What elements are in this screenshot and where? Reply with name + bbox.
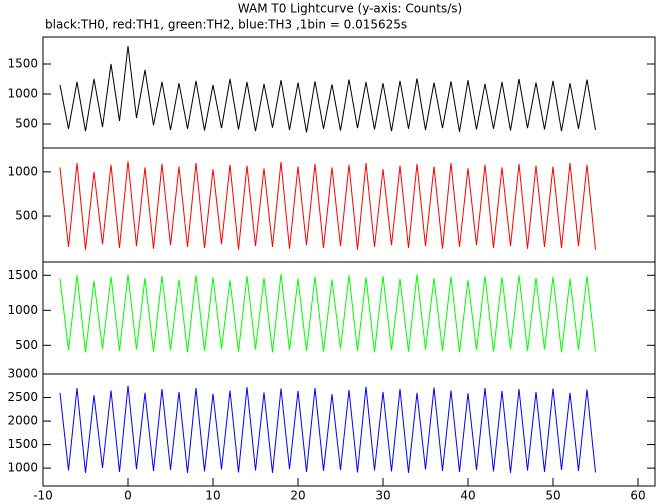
y-tick-label: 1000 — [7, 164, 38, 178]
x-tick-label: 0 — [124, 489, 132, 503]
y-tick-label: 2500 — [7, 390, 38, 404]
y-tick-label: 1000 — [7, 303, 38, 317]
lightcurve — [59, 273, 596, 353]
y-tick-label: 1500 — [7, 57, 38, 71]
y-tick-label: 1000 — [7, 87, 38, 101]
chart-title: WAM T0 Lightcurve (y-axis: Counts/s) — [238, 2, 462, 16]
y-tick-label: 1000 — [7, 461, 38, 475]
y-tick-label: 500 — [15, 117, 38, 131]
x-tick-label: 30 — [375, 489, 390, 503]
x-tick-label: -10 — [33, 489, 53, 503]
lightcurve — [59, 161, 596, 250]
lightcurve — [59, 385, 596, 473]
x-tick-label: 40 — [460, 489, 475, 503]
y-tick-label: 1500 — [7, 437, 38, 451]
y-tick-label: 1500 — [7, 268, 38, 282]
x-tick-label: 50 — [545, 489, 560, 503]
y-tick-label: 2000 — [7, 414, 38, 428]
chart-subtitle: black:TH0, red:TH1, green:TH2, blue:TH3 … — [45, 18, 407, 32]
lightcurve — [59, 45, 596, 133]
panel-frame — [42, 373, 656, 487]
x-tick-label: 20 — [290, 489, 305, 503]
y-tick-label: 3000 — [7, 367, 38, 381]
y-tick-label: 500 — [15, 209, 38, 223]
y-tick-label: 500 — [15, 338, 38, 352]
x-tick-label: 60 — [630, 489, 645, 503]
x-tick-label: 10 — [205, 489, 220, 503]
panel-frame — [42, 36, 656, 149]
